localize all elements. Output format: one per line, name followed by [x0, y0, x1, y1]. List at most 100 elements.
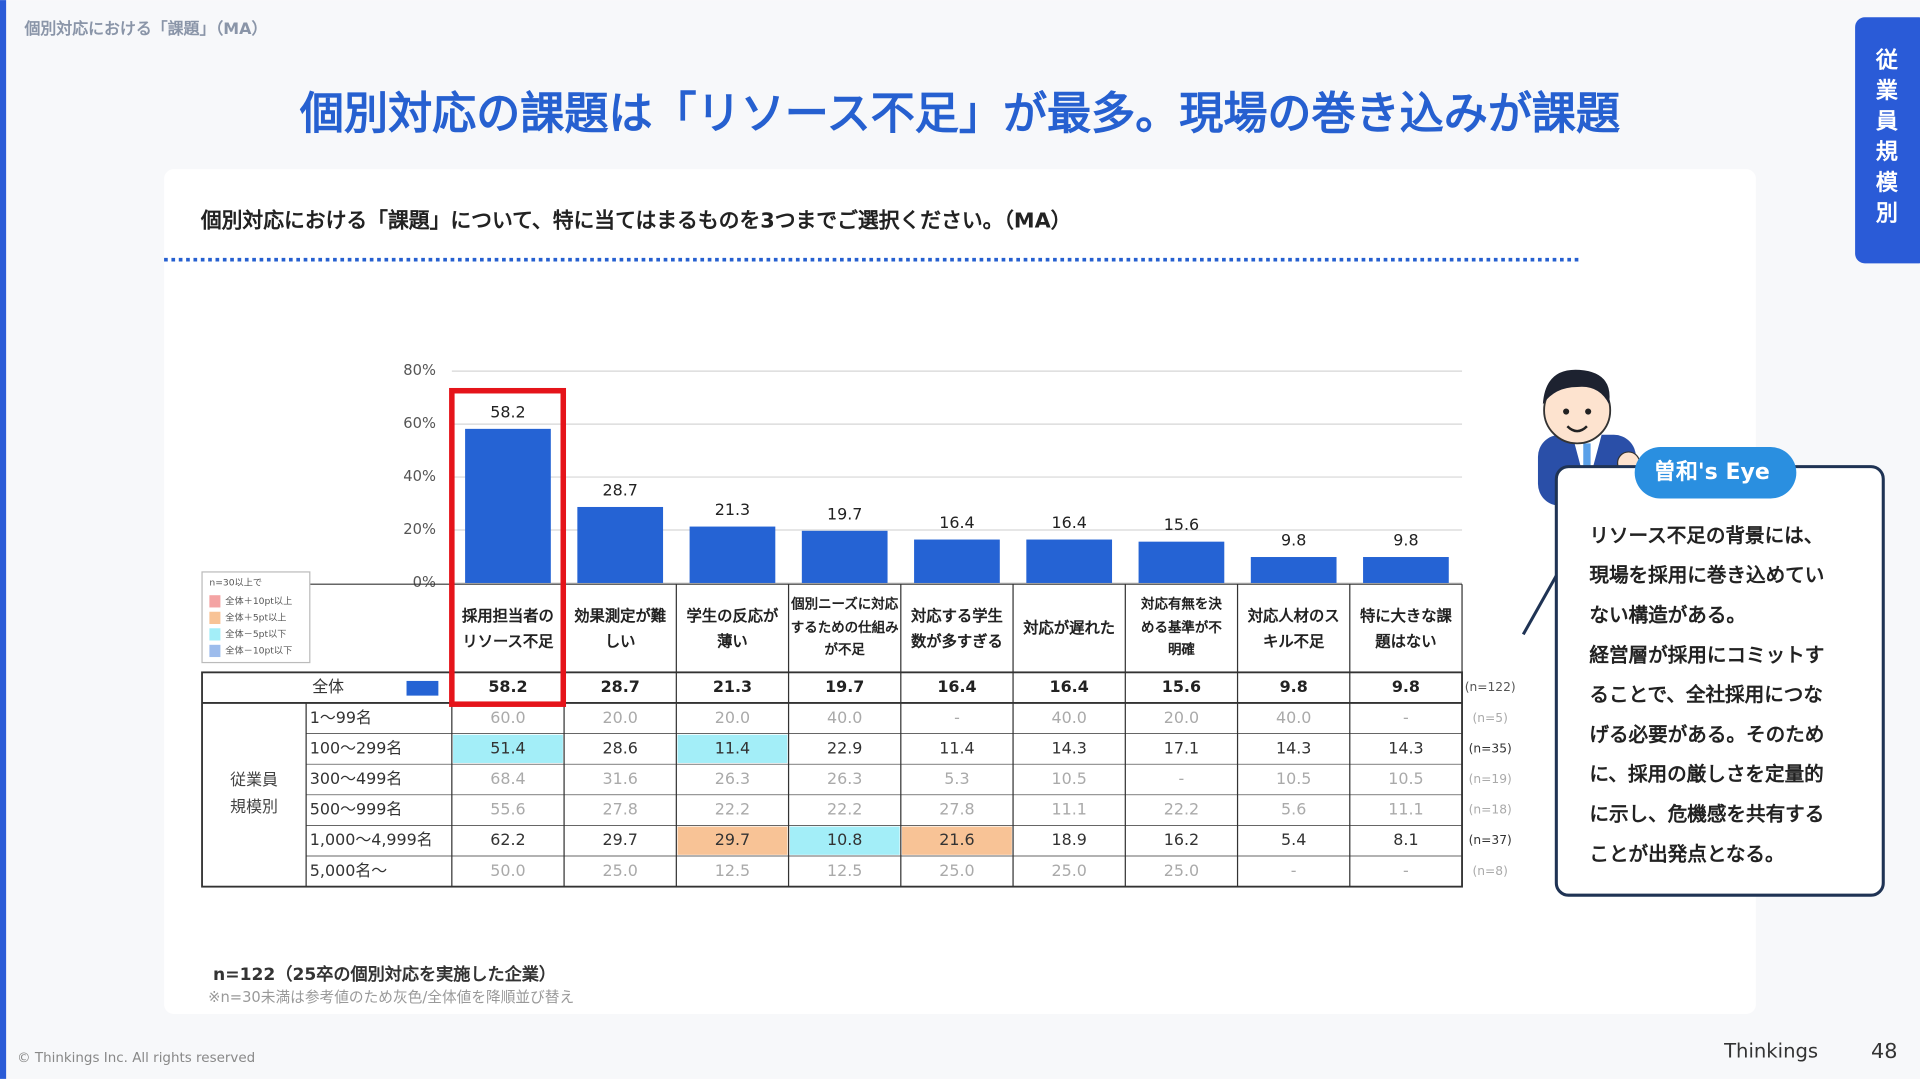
bubble-text: ない構造がある。 — [1589, 604, 1746, 627]
total-cell: 9.8 — [1280, 677, 1308, 696]
x-tick-label: 対応有無を決 める基準が不 明確 — [1141, 596, 1222, 659]
x-tick-label-box: 学生の反応が 薄い — [686, 605, 779, 651]
data-label: 9.8 — [1393, 531, 1418, 550]
x-tick-label: 採用担当者の リソース不足 — [462, 605, 554, 651]
x-tick-label-box: 採用担当者の リソース不足 — [462, 605, 554, 651]
table-cell: 10.5 — [1388, 769, 1423, 788]
group-label: 従業員 規模別 — [230, 771, 278, 817]
data-label: 28.7 — [602, 481, 637, 500]
bar — [465, 428, 551, 583]
table-cell: 10.5 — [1276, 769, 1311, 788]
bar — [914, 539, 1000, 583]
table-cell: 21.6 — [939, 830, 974, 849]
table-cell: 51.4 — [490, 738, 525, 757]
note: n=122（25卒の個別対応を実施した企業） — [213, 964, 556, 985]
bubble-text: リソース不足の背景には、 — [1589, 524, 1823, 547]
table-cell: 22.2 — [1164, 800, 1199, 819]
page-number: 48 — [1871, 1039, 1897, 1063]
table-cell: 11.4 — [715, 738, 750, 757]
table-cell: 14.3 — [1051, 738, 1086, 757]
n-label: (n=19) — [1469, 772, 1512, 786]
bubble-pill — [1634, 447, 1797, 499]
legend-label: 全体＋5pt以上 — [225, 611, 286, 623]
n-label: (n=37) — [1469, 833, 1512, 847]
table-cell: 62.2 — [490, 830, 525, 849]
x-tick-label-box: 対応有無を決 める基準が不 明確 — [1141, 596, 1222, 659]
legend-label: 全体＋10pt以上 — [225, 595, 292, 607]
table-cell: 26.3 — [827, 769, 862, 788]
table-cell: 25.0 — [602, 861, 637, 880]
x-tick-label: 効果測定が難 しい — [574, 605, 667, 651]
data-label: 9.8 — [1281, 531, 1306, 550]
highlight-cell — [902, 826, 1012, 855]
x-tick-label: 個別ニーズに対応 するための仕組み が不足 — [790, 596, 899, 659]
table-cell: - — [1403, 708, 1409, 727]
legend-label: 全体－5pt以下 — [225, 628, 286, 640]
table-cell: 18.9 — [1051, 830, 1086, 849]
table-cell: - — [1179, 769, 1185, 788]
highlight-cell — [677, 826, 788, 855]
data-label: 19.7 — [827, 504, 862, 523]
x-tick-label-box: 対応する学生 数が多すぎる — [911, 606, 1003, 650]
bubble-text: 現場を採用に巻き込めてい — [1589, 564, 1824, 587]
x-tick-label-box: 特に大きな課 題はない — [1359, 605, 1452, 651]
bubble-tail — [1521, 574, 1558, 636]
total-cell: 9.8 — [1392, 677, 1420, 696]
table-cell: 40.0 — [1051, 708, 1086, 727]
table-cell: 31.6 — [602, 769, 637, 788]
x-tick-label-box: 個別ニーズに対応 するための仕組み が不足 — [790, 596, 899, 659]
table-cell: - — [954, 708, 960, 727]
legend-swatch — [209, 611, 221, 624]
table-cell: 14.3 — [1388, 738, 1423, 757]
bar — [1250, 557, 1337, 583]
table-cell: 29.7 — [602, 830, 637, 849]
total-cell: 15.6 — [1162, 677, 1201, 696]
table-cell: 11.1 — [1388, 800, 1423, 819]
bar — [577, 506, 664, 583]
brand: Thinkings — [1723, 1039, 1818, 1062]
legend-swatch — [209, 644, 221, 658]
table-cell: 60.0 — [490, 708, 525, 727]
n-label: (n=8) — [1473, 864, 1508, 878]
legend-label: 全体－10pt以下 — [225, 644, 292, 656]
bubble-title: 曽和's Eye — [1654, 459, 1770, 485]
y-tick-label: 0% — [413, 574, 436, 591]
table-cell: 8.1 — [1393, 830, 1418, 849]
side-tab — [1855, 17, 1920, 264]
table-cell: - — [1403, 861, 1409, 880]
table-cell: 27.8 — [939, 800, 974, 819]
bubble-text: ることで、全社採用につな — [1589, 683, 1823, 706]
bubble-text: 経営層が採用にコミットす — [1589, 643, 1824, 666]
table-cell: 26.3 — [715, 769, 750, 788]
table-cell: 50.0 — [490, 861, 525, 880]
data-label: 21.3 — [715, 500, 750, 519]
table-cell: 22.2 — [715, 800, 750, 819]
x-tick-label: 対応が遅れた — [1023, 618, 1116, 638]
total-cell: 16.4 — [937, 677, 976, 696]
table-cell: 25.0 — [1164, 861, 1199, 880]
table-cell: 20.0 — [1164, 708, 1199, 727]
table-cell: 20.0 — [715, 708, 750, 727]
card — [164, 169, 1756, 1014]
legend-title: n=30以上で — [209, 577, 262, 588]
table-cell: 25.0 — [1051, 861, 1086, 880]
total-cell: 28.7 — [601, 677, 640, 696]
total-cell: 16.4 — [1050, 677, 1089, 696]
table-cell: 22.2 — [827, 800, 862, 819]
table-cell: 40.0 — [827, 708, 862, 727]
y-tick-label: 80% — [403, 362, 436, 379]
table-cell: 11.4 — [939, 738, 974, 757]
n-label: (n=35) — [1469, 741, 1512, 755]
x-tick-label: 学生の反応が 薄い — [686, 605, 779, 651]
table-cell: 68.4 — [490, 769, 525, 788]
table-cell: 29.7 — [715, 830, 750, 849]
row-label: 1～99名 — [310, 708, 372, 727]
x-tick-label: 特に大きな課 題はない — [1359, 605, 1452, 651]
n-label: (n=18) — [1469, 803, 1512, 817]
total-cell: 19.7 — [825, 677, 864, 696]
data-label: 16.4 — [1051, 513, 1086, 532]
table-cell: 16.2 — [1164, 830, 1199, 849]
table-cell: 17.1 — [1164, 738, 1199, 757]
table-cell: 55.6 — [490, 800, 525, 819]
data-label: 58.2 — [490, 402, 525, 421]
